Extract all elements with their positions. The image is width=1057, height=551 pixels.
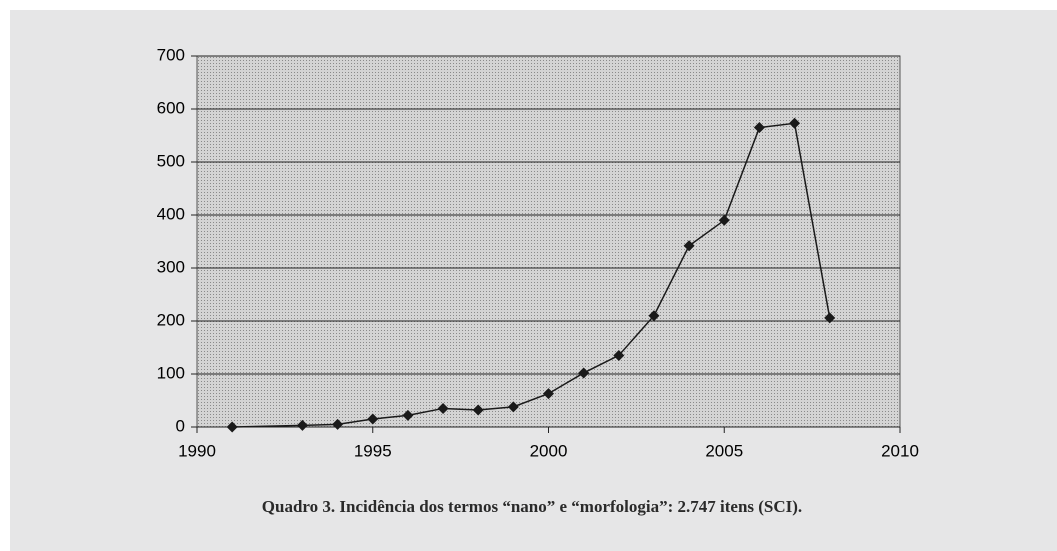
marker xyxy=(613,349,625,361)
y-tick-label: 500 xyxy=(157,151,185,170)
marker xyxy=(402,409,414,421)
marker xyxy=(472,404,484,416)
marker xyxy=(718,214,730,226)
y-tick-label: 600 xyxy=(157,98,185,117)
marker xyxy=(824,312,836,324)
marker xyxy=(789,117,801,129)
marker xyxy=(226,421,238,433)
marker xyxy=(648,310,660,322)
marker xyxy=(437,402,449,414)
y-tick-label: 300 xyxy=(157,257,185,276)
marker xyxy=(543,388,554,400)
x-tick-label: 2010 xyxy=(881,441,919,460)
caption: Quadro 3. Incidência dos termos “nano” e… xyxy=(262,497,802,516)
marker xyxy=(296,419,308,431)
y-tick-label: 400 xyxy=(157,204,185,223)
marker xyxy=(753,122,765,134)
marker xyxy=(367,413,379,425)
y-tick-label: 700 xyxy=(157,45,185,64)
y-tick-label: 200 xyxy=(157,310,185,329)
y-tick-label: 0 xyxy=(176,416,185,435)
x-tick-label: 2000 xyxy=(530,441,568,460)
marker xyxy=(683,240,695,252)
marker xyxy=(578,367,590,379)
marker xyxy=(507,401,519,413)
y-tick-label: 100 xyxy=(157,363,185,382)
x-tick-label: 1995 xyxy=(354,441,392,460)
marker xyxy=(332,418,344,430)
x-tick-label: 1990 xyxy=(178,441,216,460)
x-tick-label: 2005 xyxy=(705,441,743,460)
plot-area xyxy=(196,55,901,428)
